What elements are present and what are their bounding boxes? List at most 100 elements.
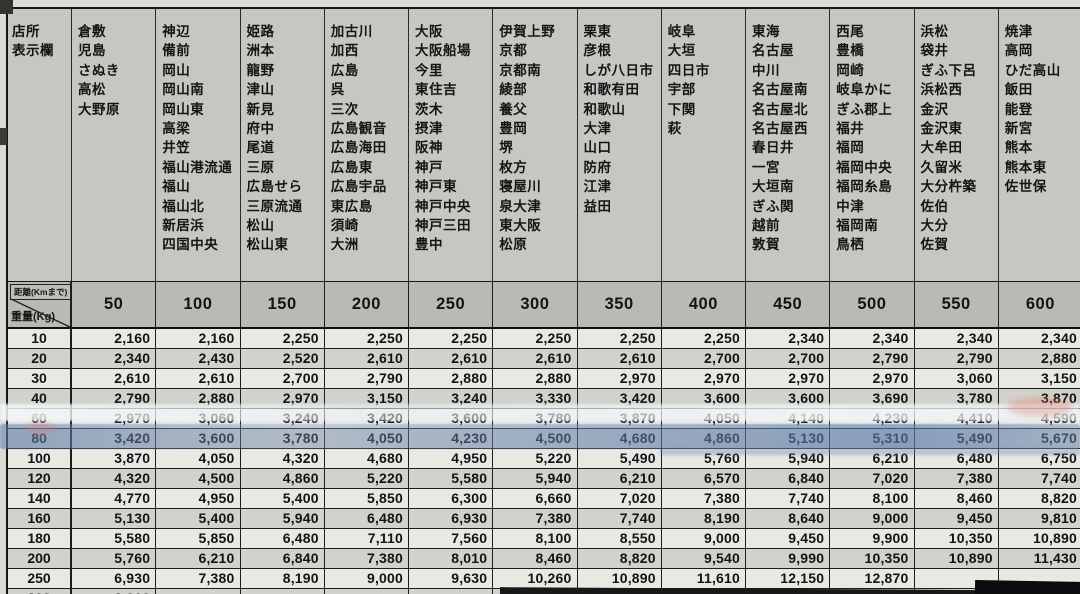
destination-name: 栗東: [583, 24, 612, 39]
destination-name: 寝屋川: [499, 179, 542, 195]
destination-name: 下関: [667, 101, 696, 117]
weight-label: 120: [8, 469, 72, 488]
rate-cell: 4,860: [241, 469, 325, 488]
destination-name: 中川: [752, 62, 780, 78]
destination-column: 栗東 彦根 しが八日市 和歌有田 和歌山 大津 山口 防府 江津 益田: [578, 9, 662, 281]
rate-cell: 2,880: [1040, 350, 1077, 366]
rate-cell: 6,210: [830, 449, 915, 468]
destination-name: 福山北: [162, 198, 205, 214]
destination-name: 春日井: [752, 140, 794, 156]
rate-cell: 9,450: [915, 509, 999, 528]
destination-name: 焼津: [1004, 24, 1033, 39]
rate-cell: 4,680: [578, 429, 662, 448]
destination-name: 神戸東: [415, 179, 457, 195]
rate-cell: 2,610: [72, 369, 157, 388]
destination-name: 佐伯: [920, 198, 949, 214]
rate-cell: 2,970: [72, 409, 157, 428]
destination-name: 和歌有田: [583, 82, 640, 98]
weight-label: 10: [8, 329, 72, 348]
rate-cell: 2,790: [915, 349, 999, 368]
rate-cell: 7,110: [325, 529, 409, 548]
rate-cell: 9,000: [662, 529, 746, 548]
rate-cell: 5,580: [72, 529, 157, 548]
rate-cell: 7,740: [746, 489, 831, 508]
rate-cell: [241, 589, 325, 594]
destination-name: 広島: [330, 62, 359, 78]
rate-cell: 5,940: [746, 449, 831, 468]
destination-column: 姫路 洲本 龍野 津山 新見 府中 尾道 三原 広島せら 三原流通 松山 松山東: [241, 9, 325, 281]
destination-name: 高松: [78, 82, 106, 98]
destination-name: ぎふ郡上: [836, 101, 893, 117]
destination-name: 岡山: [162, 62, 191, 78]
rate-cell: 4,050: [156, 449, 241, 468]
rate-cell: 2,610: [409, 349, 494, 368]
destination-name: 広島せら: [246, 179, 303, 195]
rate-cell: 2,520: [241, 349, 325, 368]
rate-cell: 5,220: [493, 449, 578, 468]
rate-cell: 2,160: [156, 329, 241, 348]
destination-name: さぬき: [78, 62, 120, 78]
rate-cell: 6,930: [72, 569, 157, 588]
distance-header-cell: 300: [493, 282, 578, 327]
rate-cell: [999, 569, 1080, 588]
destination-name: 金沢東: [920, 121, 963, 137]
table-row: 30 2,610 2,610 2,700 2,790 2,880 2,880 2,970 2,9…: [8, 369, 1080, 389]
rate-cell: 6,570: [662, 469, 746, 488]
rate-cell: 10,350: [915, 529, 999, 548]
rate-cell: [915, 589, 999, 594]
destination-name: 四国中央: [162, 237, 219, 253]
destination-name: 大野原: [78, 101, 120, 117]
rate-cell: 4,860: [662, 429, 746, 448]
destination-name: 茨木: [415, 101, 443, 117]
rate-cell: 2,610: [325, 349, 409, 368]
rate-cell: 2,250: [493, 329, 578, 348]
rate-cell: 9,540: [662, 549, 746, 568]
rate-cell: 12,870: [830, 569, 915, 588]
destination-name: 大津: [583, 121, 612, 137]
rate-cell: 4,500: [156, 469, 241, 488]
rate-cell: 8,010: [72, 589, 157, 594]
rate-cell: 4,950: [156, 489, 241, 508]
destination-name: 加古川: [330, 24, 373, 39]
table-row: 200 5,760 6,210 6,840 7,380 8,010 8,460 8,820 9,…: [8, 549, 1080, 569]
destination-name: 岐阜かに: [836, 82, 893, 98]
distance-header-cell: 100: [156, 282, 241, 327]
destination-name: 松山: [246, 218, 275, 234]
rate-cell: 2,610: [493, 349, 578, 368]
rate-cell: 5,490: [915, 429, 999, 448]
destination-column: 伊賀上野 京都 京都南 綾部 養父 豊岡堺枚方 寝屋川 泉大津 東大阪 松原: [493, 9, 578, 281]
rate-cell: 2,700: [746, 349, 831, 368]
destination-name: 神戸三田: [415, 218, 471, 234]
rate-cell: 3,240: [241, 409, 325, 428]
rate-cell: 6,840: [746, 469, 831, 488]
rate-cell: 2,970: [746, 369, 831, 388]
destination-name: 養父: [499, 101, 528, 117]
rate-cell: 3,690: [830, 389, 915, 408]
diagonal-line-icon: [10, 298, 71, 328]
rate-cell: 2,340: [746, 329, 831, 348]
destination-name: 名古屋: [752, 43, 794, 59]
destination-name: 岡山南: [162, 82, 205, 98]
rate-cell: 2,790: [830, 349, 915, 368]
destination-name: 新居浜: [162, 218, 205, 234]
partial-row-wrap: 3008,010: [8, 589, 1080, 594]
destination-name: 浜松西: [920, 82, 963, 98]
rate-cell: 3,240: [409, 389, 494, 408]
distance-header-cell: 400: [662, 282, 746, 327]
distance-header-cell: 600: [1025, 295, 1055, 313]
destination-name: 大垣: [667, 43, 696, 59]
rate-cell: [156, 589, 241, 594]
destination-name: 名古屋西: [752, 121, 808, 137]
rate-cell: 4,590: [1040, 410, 1077, 426]
rate-cell: 10,890: [915, 549, 999, 568]
destination-name: 姫路: [246, 24, 275, 39]
destination-name: 西尾: [836, 24, 865, 39]
destination-name: 京都南: [499, 62, 542, 78]
weight-label: 40: [8, 389, 72, 408]
destination-name: 倉敷: [78, 24, 106, 39]
rate-cell: 9,000: [830, 509, 915, 528]
destination-name: 金沢: [920, 101, 949, 117]
destination-name: 東海: [752, 24, 780, 39]
destination-column: 加古川 加西 広島呉三次 広島観音 広島海田 広島東 広島宇品 東広島 須崎 大洲: [325, 9, 409, 281]
destination-name: 摂津: [415, 121, 443, 137]
